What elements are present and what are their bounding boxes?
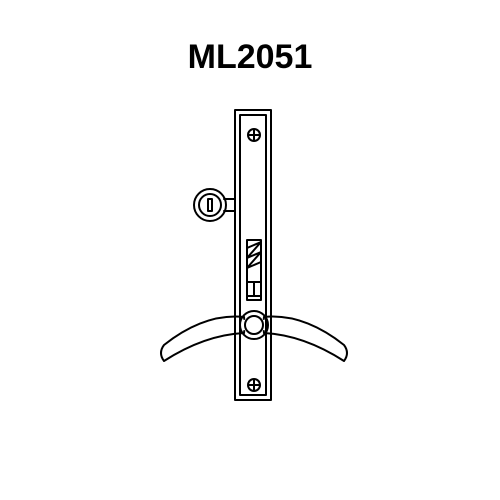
figure-container: ML2051 [0,0,500,500]
lock-line-drawing [0,0,500,500]
